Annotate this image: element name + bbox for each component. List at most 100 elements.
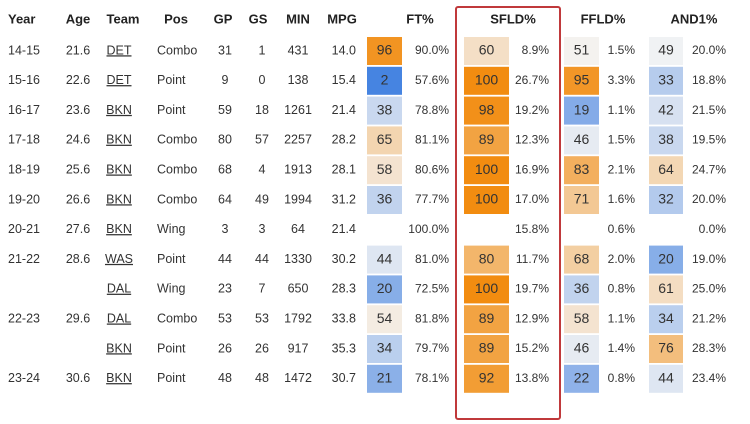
sfld-pctile: 89	[479, 340, 495, 356]
cell-year: 22-23	[8, 311, 40, 325]
cell-pos: Point	[157, 252, 186, 266]
team-link[interactable]: BKN	[106, 133, 132, 147]
ft-pctile: 20	[377, 280, 393, 296]
and1-pctile: 76	[658, 340, 674, 356]
header-ft[interactable]: FT%	[406, 11, 434, 26]
ffld-value: 1.1%	[608, 311, 636, 325]
cell-mpg: 21.4	[332, 222, 356, 236]
cell-pos: Combo	[157, 162, 197, 176]
sfld-highlight-box	[455, 6, 561, 420]
ffld-value: 0.6%	[608, 222, 636, 236]
ffld-value: 2.1%	[608, 162, 636, 176]
cell-age: 24.6	[66, 133, 90, 147]
cell-pos: Point	[157, 73, 186, 87]
team-link[interactable]: DAL	[107, 282, 131, 296]
ffld-pctile-box	[564, 126, 599, 155]
cell-mpg: 30.2	[332, 252, 356, 266]
and1-value: 19.0%	[692, 252, 726, 266]
team-link[interactable]: BKN	[106, 162, 132, 176]
cell-min: 431	[288, 43, 309, 57]
cell-age: 28.6	[66, 252, 90, 266]
header-sfld[interactable]: SFLD%	[490, 11, 536, 26]
ft-pctile: 65	[377, 131, 393, 147]
cell-pos: Point	[157, 341, 186, 355]
and1-value: 24.7%	[692, 162, 726, 176]
cell-min: 1913	[284, 162, 312, 176]
cell-year: 23-24	[8, 371, 40, 385]
cell-min: 1994	[284, 192, 312, 206]
cell-gp: 31	[218, 43, 232, 57]
sfld-value: 26.7%	[515, 73, 549, 87]
sfld-pctile: 100	[475, 72, 499, 88]
ft-value: 72.5%	[415, 282, 449, 296]
cell-mpg: 14.0	[332, 43, 356, 57]
header-team[interactable]: Team	[107, 11, 140, 26]
sfld-value: 11.7%	[516, 252, 549, 266]
header-pos[interactable]: Pos	[164, 11, 188, 26]
ft-pctile-box	[367, 37, 402, 65]
team-link[interactable]: BKN	[106, 192, 132, 206]
sfld-pctile-box	[464, 96, 509, 125]
and1-pctile-box	[649, 364, 683, 393]
sfld-pctile: 100	[475, 280, 499, 296]
header-gs[interactable]: GS	[249, 11, 268, 26]
sfld-pctile: 100	[475, 161, 499, 177]
cell-gp: 44	[218, 252, 232, 266]
cell-gp: 80	[218, 133, 232, 147]
cell-pos: Combo	[157, 43, 197, 57]
ft-value: 78.8%	[415, 103, 449, 117]
cell-year: 21-22	[8, 252, 40, 266]
team-link[interactable]: BKN	[106, 371, 132, 385]
header-and1[interactable]: AND1%	[671, 11, 718, 26]
header-age[interactable]: Age	[66, 11, 91, 26]
cell-gp: 23	[218, 282, 232, 296]
ft-value: 100.0%	[408, 222, 449, 236]
team-link[interactable]: DAL	[107, 311, 131, 325]
team-link[interactable]: DET	[107, 43, 132, 57]
header-mpg[interactable]: MPG	[327, 11, 357, 26]
cell-gs: 57	[255, 133, 269, 147]
ffld-pctile-box	[564, 275, 599, 304]
ffld-pctile-box	[564, 66, 599, 95]
sfld-value: 15.2%	[515, 341, 549, 355]
and1-pctile-box	[649, 66, 683, 95]
and1-value: 21.5%	[692, 103, 726, 117]
cell-mpg: 28.3	[332, 282, 356, 296]
cell-gs: 53	[255, 311, 269, 325]
ffld-value: 1.6%	[608, 192, 636, 206]
sfld-pctile: 89	[479, 310, 495, 326]
and1-value: 19.5%	[692, 133, 726, 147]
cell-age: 30.6	[66, 371, 90, 385]
team-link[interactable]: WAS	[105, 252, 133, 266]
cell-min: 917	[288, 341, 309, 355]
team-link[interactable]: BKN	[106, 341, 132, 355]
header-year[interactable]: Year	[8, 11, 35, 26]
sfld-value: 16.9%	[515, 162, 549, 176]
and1-pctile: 44	[658, 370, 674, 386]
cell-min: 1330	[284, 252, 312, 266]
header-ffld[interactable]: FFLD%	[581, 11, 626, 26]
header-gp[interactable]: GP	[214, 11, 233, 26]
sfld-pctile: 98	[479, 101, 495, 117]
team-link[interactable]: BKN	[106, 103, 132, 117]
cell-gp: 64	[218, 192, 232, 206]
and1-value: 21.2%	[692, 311, 726, 325]
ffld-pctile-box	[564, 305, 599, 334]
cell-gp: 9	[222, 73, 229, 87]
cell-gs: 49	[255, 192, 269, 206]
cell-age: 22.6	[66, 73, 90, 87]
sfld-pctile-box	[464, 37, 509, 65]
and1-pctile-box	[649, 37, 683, 65]
header-min[interactable]: MIN	[286, 11, 310, 26]
cell-gs: 4	[259, 162, 266, 176]
ffld-value: 1.5%	[608, 133, 636, 147]
team-link[interactable]: DET	[107, 73, 132, 87]
sfld-pctile: 89	[479, 131, 495, 147]
cell-year: 15-16	[8, 73, 40, 87]
and1-value: 25.0%	[692, 282, 726, 296]
ffld-pctile: 68	[574, 250, 590, 266]
and1-value: 23.4%	[692, 371, 726, 385]
team-link[interactable]: BKN	[106, 222, 132, 236]
sfld-pctile-box	[464, 245, 509, 274]
cell-min: 64	[291, 222, 305, 236]
